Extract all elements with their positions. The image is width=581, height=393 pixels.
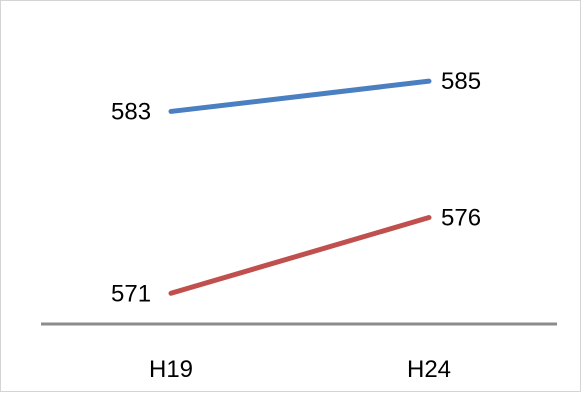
series-2-data-label-2: 576 <box>441 205 481 232</box>
series-1-line <box>168 78 432 114</box>
series-1-data-label-2: 585 <box>441 68 481 95</box>
series-1-data-label-1: 583 <box>111 98 151 125</box>
series-2-line <box>168 215 432 296</box>
x-tick-label-h24: H24 <box>407 356 451 383</box>
x-tick-label-h19: H19 <box>149 356 193 383</box>
series-2-data-label-1: 571 <box>111 280 151 307</box>
